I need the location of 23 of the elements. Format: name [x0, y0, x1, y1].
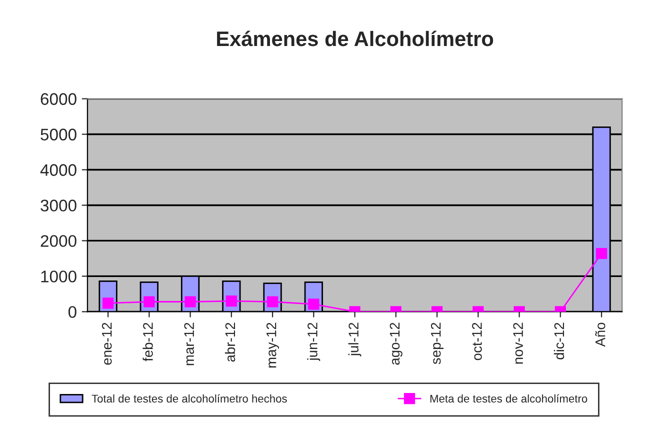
x-tick-label: oct-12 — [472, 322, 482, 360]
y-tick-label: 3000 — [40, 200, 76, 212]
x-tick-label: nov-12 — [513, 322, 523, 364]
legend-label: Meta de testes de alcoholímetro — [430, 394, 588, 403]
x-tick-label: ene-12 — [102, 322, 112, 365]
y-tick-label: 5000 — [40, 128, 76, 140]
x-tick-label: ago-12 — [390, 322, 402, 365]
x-tick-label: sep-12 — [430, 322, 444, 364]
y-tick-label: 6000 — [40, 93, 76, 105]
legend-label: Total de testes de alcoholímetro hechos — [92, 394, 287, 403]
x-tick-label: Año — [595, 322, 606, 347]
x-tick-label: dic-12 — [554, 322, 564, 360]
x-tick-label: mar-12 — [184, 322, 194, 366]
x-tick-label: abr-12 — [224, 322, 236, 362]
y-tick-label: 0 — [68, 306, 76, 318]
x-tick-label: feb-12 — [142, 322, 153, 362]
y-tick-label: 2000 — [40, 235, 76, 247]
y-tick-label: 4000 — [40, 164, 76, 176]
x-tick-label: may-12 — [266, 322, 280, 368]
y-tick-label: 1000 — [41, 270, 76, 282]
x-tick-label: jul-12 — [348, 322, 362, 356]
x-tick-label: jun-12 — [307, 322, 320, 362]
chart-title: Exámenes de Alcoholímetro — [217, 30, 494, 46]
